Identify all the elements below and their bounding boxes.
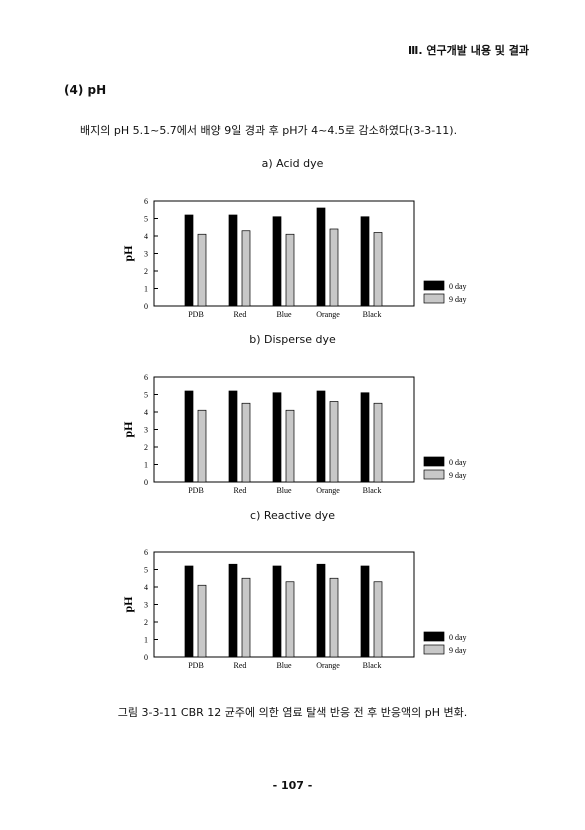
bar-day0 [316, 563, 326, 658]
bar-day9 [373, 402, 383, 483]
y-tick-label: 3 [144, 250, 148, 259]
y-axis-label: pH [121, 421, 135, 438]
bar-day9 [197, 409, 207, 483]
y-tick-label: 6 [144, 373, 148, 382]
bar-day9 [285, 233, 295, 307]
bar-day9 [285, 409, 295, 483]
x-tick-label: Orange [316, 486, 340, 495]
legend-label: 0 day [449, 458, 467, 467]
chart-title-acid: a) Acid dye [261, 157, 324, 170]
bar-day0 [184, 565, 194, 658]
y-tick-label: 1 [144, 636, 148, 645]
x-tick-label: Orange [316, 661, 340, 670]
bar-day0 [360, 565, 370, 658]
legend-swatch-day0 [423, 280, 445, 291]
bar-day9 [241, 230, 251, 307]
bar-day0 [184, 390, 194, 483]
x-tick-label: Red [234, 486, 247, 495]
bar-day9 [241, 577, 251, 658]
bar-day0 [360, 392, 370, 483]
legend-label: 9 day [449, 471, 467, 480]
reactive-dye-chart: 0 1 2 3 4 5 6 pH PDB Red Blue Orange Black 0 day 9 day [121, 548, 467, 670]
chart-title-reactive: c) Reactive dye [250, 509, 335, 522]
y-tick-label: 2 [144, 618, 148, 627]
bar-day0 [228, 390, 238, 483]
x-tick-label: Black [363, 486, 382, 495]
x-tick-label: Blue [276, 310, 292, 319]
bar-day9 [329, 401, 339, 483]
y-tick-label: 4 [144, 408, 148, 417]
bar-day0 [228, 214, 238, 307]
x-tick-label: Black [363, 310, 382, 319]
page-number: - 107 - [272, 779, 313, 792]
y-tick-label: 0 [144, 302, 148, 311]
bar-day0 [316, 207, 326, 307]
y-tick-label: 1 [144, 285, 148, 294]
legend-label: 0 day [449, 633, 467, 642]
x-tick-label: Blue [276, 661, 292, 670]
bar-day0 [272, 392, 282, 483]
y-tick-label: 5 [144, 391, 148, 400]
y-tick-label: 3 [144, 601, 148, 610]
x-tick-label: Blue [276, 486, 292, 495]
y-tick-label: 1 [144, 461, 148, 470]
x-tick-label: Red [234, 310, 247, 319]
body-paragraph: 배지의 pH 5.1~5.7에서 배양 9일 경과 후 pH가 4~4.5로 감… [80, 124, 458, 137]
x-tick-label: Orange [316, 310, 340, 319]
y-tick-label: 0 [144, 478, 148, 487]
y-tick-label: 4 [144, 583, 148, 592]
bar-day0 [272, 216, 282, 307]
legend-swatch-day9 [423, 293, 445, 304]
y-tick-label: 2 [144, 267, 148, 276]
bar-day0 [316, 390, 326, 483]
y-tick-label: 6 [144, 197, 148, 206]
y-tick-label: 5 [144, 215, 148, 224]
legend-label: 9 day [449, 646, 467, 655]
bar-day9 [373, 581, 383, 658]
disperse-dye-chart: 0 1 2 3 4 5 6 pH PDB Red Blue Orange Black 0 day 9 day [121, 373, 467, 495]
chapter-header: Ⅲ. 연구개발 내용 및 결과 [408, 44, 529, 57]
y-tick-label: 5 [144, 566, 148, 575]
section-title: (4) pH [64, 83, 107, 97]
legend-swatch-day0 [423, 631, 445, 642]
bar-day0 [360, 216, 370, 307]
x-tick-label: PDB [188, 310, 204, 319]
legend-swatch-day0 [423, 456, 445, 467]
bar-day9 [241, 402, 251, 483]
bar-day9 [197, 233, 207, 307]
chart-title-disperse: b) Disperse dye [249, 333, 336, 346]
legend-label: 0 day [449, 282, 467, 291]
y-tick-label: 6 [144, 548, 148, 557]
x-tick-label: PDB [188, 661, 204, 670]
bar-day0 [228, 563, 238, 658]
bar-day0 [184, 214, 194, 307]
y-tick-label: 4 [144, 232, 148, 241]
figure-caption: 그림 3-3-11 CBR 12 균주에 의한 염료 탈색 반응 전 후 반응액… [117, 706, 468, 719]
bar-day9 [329, 577, 339, 658]
legend-label: 9 day [449, 295, 467, 304]
legend-swatch-day9 [423, 469, 445, 480]
y-axis-label: pH [121, 596, 135, 613]
bar-day9 [285, 581, 295, 658]
x-tick-label: Black [363, 661, 382, 670]
y-tick-label: 3 [144, 426, 148, 435]
bar-day9 [197, 584, 207, 658]
y-tick-label: 0 [144, 653, 148, 662]
bar-day9 [329, 228, 339, 307]
y-axis-label: pH [121, 245, 135, 262]
legend-swatch-day9 [423, 644, 445, 655]
acid-dye-chart: 0 1 2 3 4 5 6 pH PDB Red Blue Orange Black 0 day 9 day [121, 197, 467, 319]
bar-day0 [272, 565, 282, 658]
x-tick-label: PDB [188, 486, 204, 495]
bar-day9 [373, 232, 383, 307]
x-tick-label: Red [234, 661, 247, 670]
y-tick-label: 2 [144, 443, 148, 452]
